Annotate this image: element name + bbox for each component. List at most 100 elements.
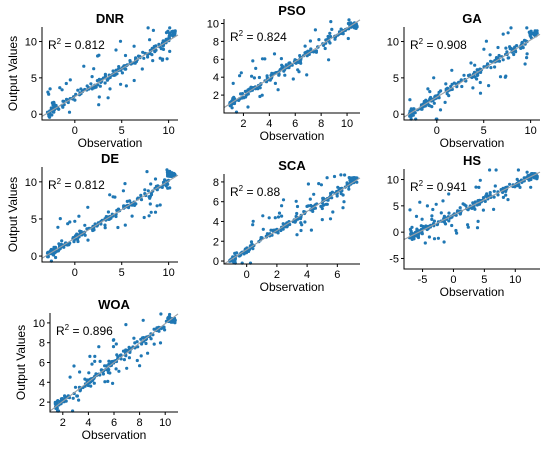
x-tick-label: 5 [119, 267, 125, 279]
x-axis-label: Observation [260, 280, 325, 294]
data-point [323, 46, 327, 51]
data-point [153, 210, 158, 214]
data-point [521, 46, 525, 50]
data-point [478, 91, 483, 95]
data-point [139, 354, 143, 358]
axes-frame [223, 19, 360, 114]
x-tick-label: -5 [418, 274, 428, 286]
data-point [314, 49, 318, 53]
panel-ga: 0 5 10 0 5 10 GA Observation R2 = 0.908 [387, 11, 541, 150]
data-point [48, 115, 52, 119]
data-point [61, 99, 65, 103]
data-point [525, 170, 529, 174]
data-point [493, 184, 497, 188]
data-point [308, 197, 312, 201]
data-point [503, 75, 507, 79]
data-point [93, 354, 97, 358]
data-point [444, 82, 448, 86]
data-point [458, 206, 462, 210]
data-point [238, 74, 242, 78]
data-point [111, 69, 115, 73]
data-point [428, 90, 432, 94]
data-point [251, 59, 255, 63]
data-point [164, 184, 168, 188]
data-point [272, 52, 277, 56]
data-point [83, 223, 87, 227]
data-point [89, 82, 93, 86]
data-point [466, 73, 471, 78]
data-point [60, 239, 64, 243]
data-point [450, 223, 454, 228]
data-point [320, 206, 324, 211]
data-point [303, 44, 307, 48]
data-point [90, 362, 94, 366]
data-point [430, 214, 434, 218]
data-point [466, 225, 470, 229]
data-point [89, 384, 93, 388]
fit-line [403, 171, 541, 241]
data-point [106, 379, 110, 383]
data-point [325, 176, 329, 180]
data-point [443, 100, 447, 104]
data-point [230, 106, 234, 110]
data-point [53, 251, 57, 255]
data-point [150, 53, 154, 57]
data-point [152, 327, 156, 331]
data-point [107, 359, 111, 363]
data-point [412, 237, 416, 241]
data-point [76, 88, 80, 92]
data-point [518, 185, 522, 189]
x-tick-label: 0 [450, 274, 456, 286]
data-point [157, 42, 161, 47]
data-point [514, 50, 518, 54]
data-point [122, 358, 126, 362]
panel-de: 0 5 10 0 5 10 DE Output Values R2 = 0.812 [6, 151, 179, 279]
data-point [108, 87, 112, 91]
data-point [140, 67, 144, 71]
data-point [347, 18, 351, 22]
data-point [161, 57, 165, 61]
data-point [449, 84, 453, 89]
data-point [478, 178, 482, 182]
data-point [52, 105, 56, 109]
y-tick-label: -5 [389, 253, 399, 265]
data-point [431, 207, 435, 212]
data-point [525, 52, 529, 56]
data-point [313, 28, 317, 32]
data-point [255, 86, 259, 90]
y-tick-label: 0 [31, 251, 37, 263]
data-point [455, 231, 459, 235]
data-point [267, 216, 271, 220]
data-point [103, 226, 107, 230]
x-tick-label: 5 [119, 125, 125, 137]
data-point [59, 242, 64, 246]
fit-line [223, 19, 361, 109]
data-point [506, 31, 510, 35]
data-point [513, 185, 517, 189]
data-point [49, 106, 53, 110]
y-tick-label: 0 [213, 256, 219, 268]
data-point [116, 225, 120, 230]
data-point [117, 369, 121, 373]
data-point [280, 204, 284, 208]
panel-pso: 2 4 6 8 10 2 4 6 8 10 PSO Observation R2 = 0.824 [207, 3, 361, 143]
data-point [123, 223, 127, 227]
r2-annotation: R2 = 0.941 [410, 179, 467, 194]
data-point [132, 336, 136, 340]
y-tick-label: 5 [31, 214, 37, 226]
data-point [151, 28, 155, 32]
data-point [166, 316, 170, 320]
data-point [288, 61, 292, 65]
data-point [483, 199, 487, 203]
data-point [153, 177, 158, 181]
y-tick-label: 10 [25, 37, 37, 49]
data-point [347, 187, 351, 191]
data-point [111, 345, 116, 349]
data-point [159, 312, 163, 316]
data-point [163, 178, 167, 182]
data-point [254, 66, 258, 70]
data-point [235, 251, 239, 255]
data-point [294, 199, 298, 203]
data-point [61, 105, 65, 109]
